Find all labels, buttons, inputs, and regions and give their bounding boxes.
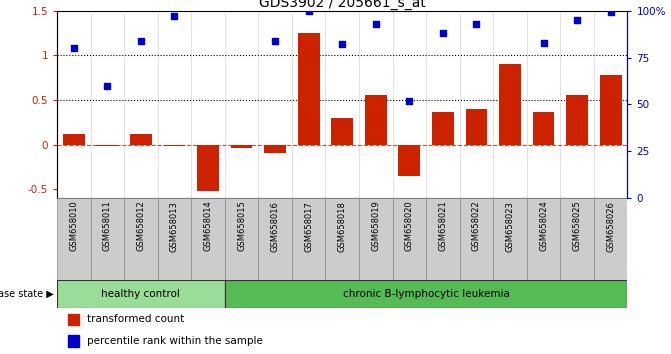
- Text: GSM658015: GSM658015: [237, 201, 246, 251]
- Point: [605, 10, 616, 15]
- Bar: [393, 198, 426, 280]
- Point: [136, 38, 146, 44]
- Point: [169, 13, 180, 19]
- Text: healthy control: healthy control: [101, 289, 180, 299]
- Point: [538, 40, 549, 45]
- Bar: [258, 198, 292, 280]
- Bar: [264, 145, 286, 153]
- Bar: [225, 198, 258, 280]
- Text: GSM658016: GSM658016: [270, 201, 280, 252]
- Bar: [466, 109, 487, 145]
- Bar: [359, 198, 393, 280]
- Bar: [298, 33, 319, 145]
- Text: transformed count: transformed count: [87, 314, 185, 325]
- Bar: [560, 198, 594, 280]
- Bar: [594, 198, 627, 280]
- Bar: [68, 314, 79, 325]
- Bar: [130, 134, 152, 145]
- Point: [572, 17, 582, 23]
- Point: [370, 21, 381, 27]
- Text: chronic B-lymphocytic leukemia: chronic B-lymphocytic leukemia: [343, 289, 509, 299]
- Bar: [365, 96, 386, 145]
- Text: GSM658024: GSM658024: [539, 201, 548, 251]
- Point: [270, 38, 280, 44]
- Bar: [158, 198, 191, 280]
- Bar: [225, 280, 627, 308]
- Bar: [566, 96, 588, 145]
- Bar: [331, 118, 353, 145]
- Bar: [325, 198, 359, 280]
- Text: GSM658023: GSM658023: [505, 201, 515, 252]
- Text: percentile rank within the sample: percentile rank within the sample: [87, 336, 263, 346]
- Bar: [499, 64, 521, 145]
- Bar: [527, 198, 560, 280]
- Text: GSM658019: GSM658019: [371, 201, 380, 251]
- Bar: [231, 145, 252, 148]
- Text: GSM658026: GSM658026: [606, 201, 615, 252]
- Text: GSM658013: GSM658013: [170, 201, 179, 252]
- Text: GSM658017: GSM658017: [304, 201, 313, 252]
- Bar: [57, 280, 225, 308]
- Bar: [493, 198, 527, 280]
- Point: [437, 30, 448, 36]
- Text: disease state ▶: disease state ▶: [0, 289, 54, 299]
- Bar: [91, 198, 124, 280]
- Text: GSM658020: GSM658020: [405, 201, 414, 251]
- Text: GSM658010: GSM658010: [69, 201, 79, 251]
- Bar: [292, 198, 325, 280]
- Bar: [399, 145, 420, 176]
- Point: [102, 83, 113, 88]
- Text: GSM658018: GSM658018: [338, 201, 347, 252]
- Text: GSM658014: GSM658014: [203, 201, 213, 251]
- Title: GDS3902 / 205661_s_at: GDS3902 / 205661_s_at: [259, 0, 425, 10]
- Point: [404, 98, 415, 103]
- Bar: [57, 198, 91, 280]
- Text: GSM658011: GSM658011: [103, 201, 112, 251]
- Bar: [460, 198, 493, 280]
- Bar: [432, 112, 454, 145]
- Bar: [124, 198, 158, 280]
- Point: [337, 41, 348, 47]
- Bar: [600, 75, 621, 145]
- Bar: [426, 198, 460, 280]
- Bar: [97, 145, 118, 147]
- Bar: [63, 134, 85, 145]
- Text: GSM658012: GSM658012: [136, 201, 146, 251]
- Point: [68, 45, 79, 51]
- Point: [471, 21, 482, 27]
- Bar: [68, 335, 79, 347]
- Point: [303, 8, 314, 13]
- Bar: [533, 113, 554, 145]
- Text: GSM658022: GSM658022: [472, 201, 481, 251]
- Text: GSM658025: GSM658025: [572, 201, 582, 251]
- Bar: [191, 198, 225, 280]
- Bar: [197, 145, 219, 191]
- Text: GSM658021: GSM658021: [438, 201, 448, 251]
